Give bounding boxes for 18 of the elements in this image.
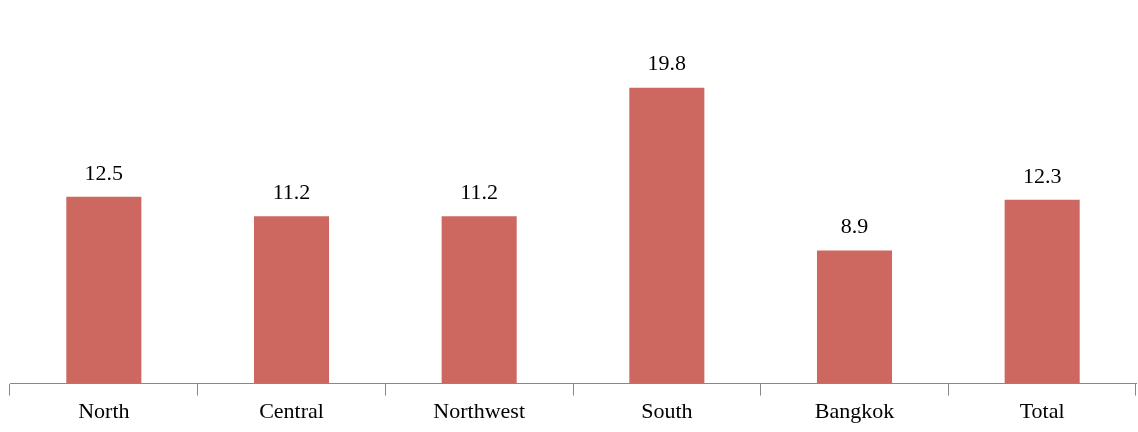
bar [629,87,705,384]
bar [253,216,330,384]
data-label: 12.5 [84,159,124,185]
x-tick-label: South [641,397,693,423]
x-tick-label: Bangkok [814,397,895,423]
data-label: 11.2 [460,179,499,205]
bar [816,250,893,384]
bar [1004,199,1080,384]
data-label: 19.8 [647,50,687,76]
data-label: 8.9 [840,213,869,239]
x-tick-label: Northwest [433,397,525,423]
bar [441,216,517,384]
data-label: 12.3 [1022,162,1062,188]
x-tick-label: Central [259,397,324,423]
data-label: 11.2 [272,179,311,205]
x-tick-label: Total [1019,397,1065,423]
bar [66,196,142,384]
x-tick-label: North [78,397,130,423]
